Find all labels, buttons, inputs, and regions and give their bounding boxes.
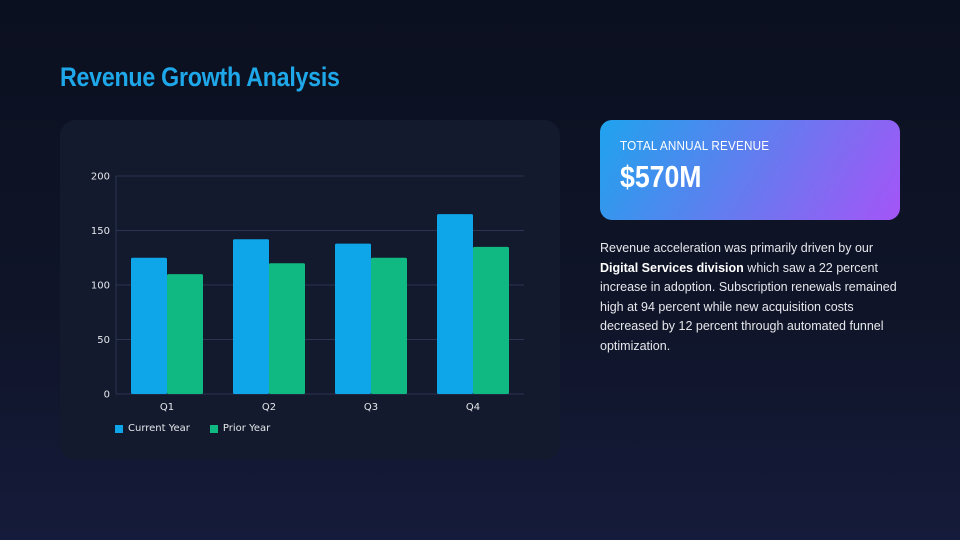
y-tick-label-0: 0 [104,390,110,401]
bar-current-year-q1 [131,257,167,394]
total-revenue-card: TOTAL ANNUAL REVENUE $570M [600,120,900,220]
bar-current-year-q3 [335,243,371,394]
bar-prior-year-q1 [167,274,203,394]
chart-axes: 0 50 100 150 200 Q1 Q2 Q3 Q4 [91,172,480,414]
revenue-bar-chart: 0 50 100 150 200 Q1 Q2 Q3 Q4 [91,172,524,414]
chart-bars [131,214,509,394]
legend-swatch-current-year [115,424,123,433]
legend-item-current-year: Current Year [115,423,190,434]
bar-current-year-q4 [437,214,473,394]
x-tick-label-q4: Q4 [466,402,480,413]
legend-swatch-prior-year [209,424,218,433]
bar-prior-year-q4 [473,246,509,394]
y-tick-label-100: 100 [91,281,110,292]
revenue-description: Revenue acceleration was primarily drive… [600,239,900,357]
legend-item-prior-year: Prior Year [209,423,271,434]
legend-label-prior-year: Prior Year [222,423,271,434]
y-tick-label-50: 50 [97,335,110,346]
bar-prior-year-q3 [371,257,407,394]
kpi-value: $570M [620,159,702,194]
y-tick-label-150: 150 [91,226,110,237]
x-tick-label-q2: Q2 [262,402,276,413]
description-text-start: Revenue acceleration was primarily drive… [600,241,874,255]
bar-current-year-q2 [233,239,269,394]
chart-legend: Current Year Prior Year [115,423,270,434]
y-tick-label-200: 200 [91,172,110,183]
description-text-end: which saw a 22 percent increase in adopt… [600,260,897,353]
x-tick-label-q3: Q3 [364,402,378,413]
bar-prior-year-q2 [269,263,305,394]
chart-card: 0 50 100 150 200 Q1 Q2 Q3 Q4 Current Year Prior … [60,120,560,460]
legend-label-current-year: Current Year [128,423,190,434]
kpi-label: TOTAL ANNUAL REVENUE [620,138,770,153]
x-tick-label-q1: Q1 [160,402,174,413]
page-title: Revenue Growth Analysis [60,62,340,92]
description-highlight: Digital Services division [600,260,744,275]
